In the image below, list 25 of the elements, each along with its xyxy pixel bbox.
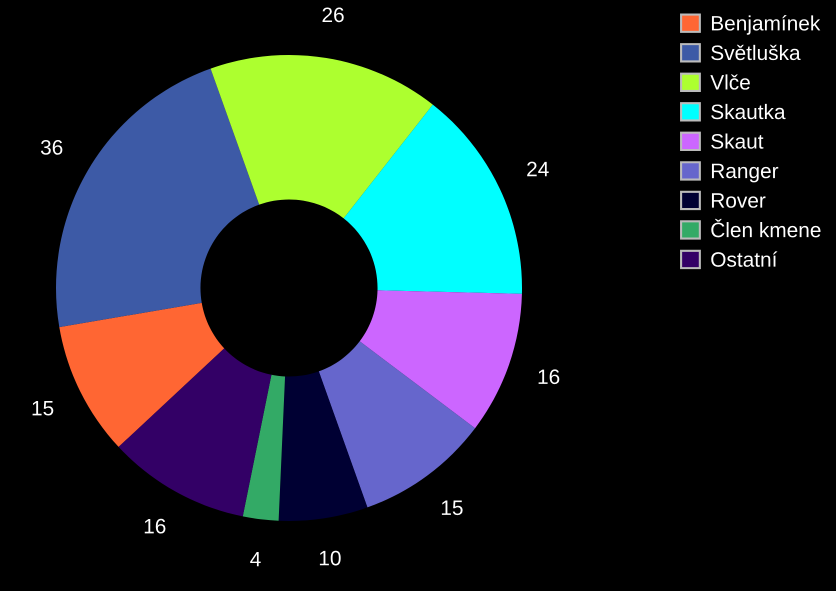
donut-slice [360,290,522,428]
legend-label: Ranger [712,164,778,182]
donut-slice [210,55,433,218]
legend-label: Člen kmene [711,218,820,238]
data-label: 4 [250,552,261,566]
data-label: 16 [144,518,166,534]
data-label: 15 [32,401,54,416]
legend-label: Skautka [711,104,786,120]
data-label: 15 [442,500,463,516]
legend-label: Benjamínek [712,15,820,35]
donut-slice [242,374,286,521]
legend-label: Světluška [711,44,801,60]
legend-label: Ostatní [711,251,778,267]
donut-slice [59,302,224,447]
data-label: 16 [538,369,560,384]
data-label: 26 [322,7,344,22]
data-label: 10 [320,550,341,566]
legend-label: Vlče [710,74,750,90]
donut-slice [344,104,522,294]
donut-slice [118,348,272,516]
data-label: 24 [527,162,549,176]
legend-label: Rover [712,193,766,208]
donut-slice [278,371,368,521]
legend-label: Skaut [711,133,764,149]
data-label: 36 [40,140,62,155]
